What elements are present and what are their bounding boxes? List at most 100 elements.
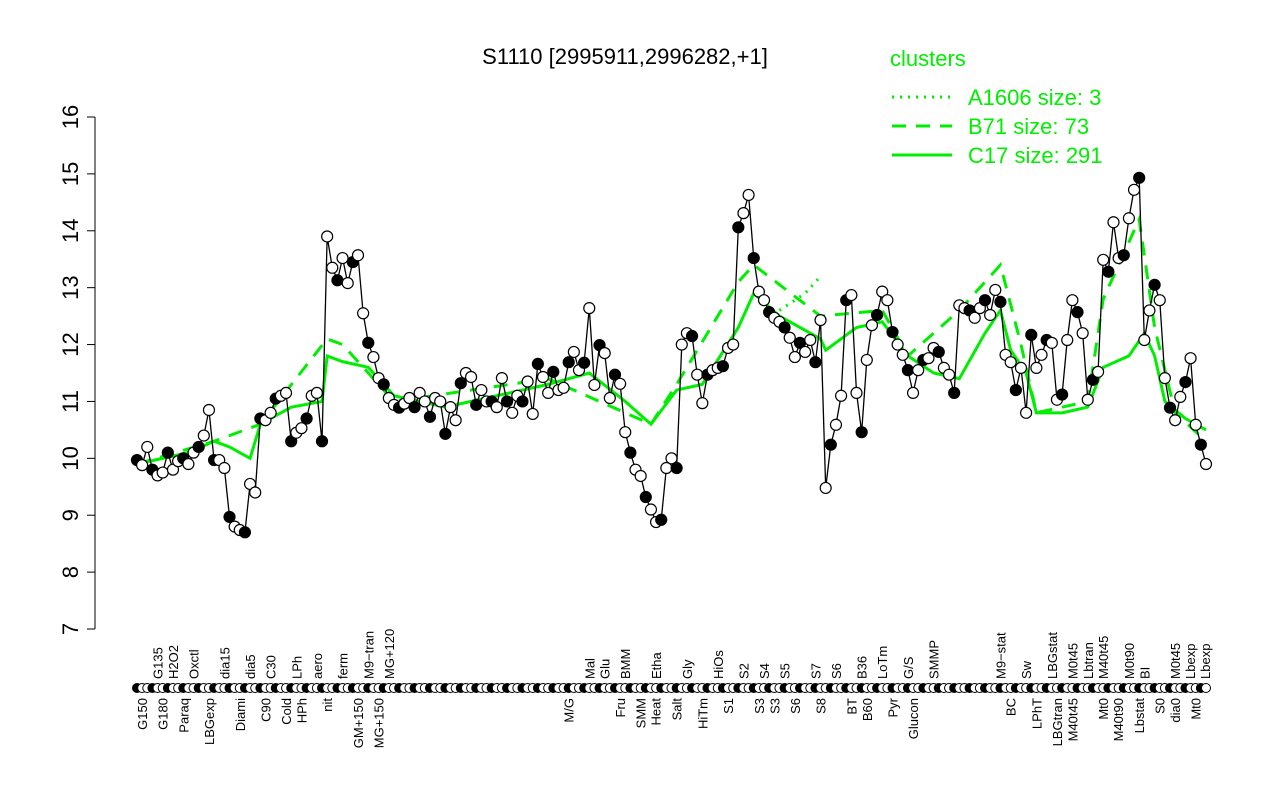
data-point [619, 426, 632, 439]
data-point [495, 372, 508, 385]
x-label-bottom: LBGexp [202, 698, 217, 745]
x-label-top: BI [1137, 667, 1152, 679]
data-point [249, 486, 262, 499]
x-label-bottom: Lbstat [1132, 698, 1147, 734]
data-point [542, 386, 555, 400]
data-point [1138, 333, 1151, 347]
data-point [264, 406, 277, 419]
data-point [886, 325, 899, 339]
data-point [1076, 327, 1089, 340]
x-label-top: M0t90 [1122, 643, 1137, 679]
data-point [691, 368, 704, 381]
data-point [1179, 376, 1192, 389]
x-label-top: dia5 [243, 654, 258, 679]
data-point [583, 302, 596, 315]
data-point [1127, 183, 1141, 196]
data-point [1014, 361, 1028, 374]
data-point [1163, 401, 1177, 414]
x-label-bottom: G180 [156, 698, 171, 730]
data-point [855, 426, 868, 439]
data-point [454, 377, 467, 390]
x-label-top: ferm [336, 653, 351, 679]
data-point [978, 294, 992, 307]
x-label-top: M9−stat [993, 632, 1008, 679]
x-label-bottom: HiTm [695, 698, 710, 729]
data-point [1091, 365, 1105, 378]
data-point [737, 207, 750, 220]
data-point [1194, 438, 1207, 451]
data-point [326, 261, 339, 274]
y-tick-label: 7 [58, 623, 83, 635]
data-point [860, 353, 873, 367]
data-point [906, 386, 920, 400]
x-label-bottom: S0 [1153, 698, 1168, 714]
x-label-top: SMMP [927, 640, 942, 679]
data-point [804, 333, 817, 347]
data-point [757, 294, 771, 307]
x-label-top: HiOs [711, 650, 726, 679]
x-label-bottom: S3 [752, 698, 767, 714]
data-point [506, 406, 519, 419]
y-axis: 7 8 9 10 11 12 13 14 15 16 [58, 105, 96, 635]
data-point [315, 435, 329, 448]
data-point [1061, 333, 1074, 347]
data-point [845, 288, 858, 302]
data-point [536, 370, 550, 384]
y-tick-label: 9 [58, 509, 83, 521]
legend-title: clusters [890, 46, 966, 71]
x-label-bottom: S1 [721, 698, 736, 714]
x-label-bottom: Pyr [885, 697, 900, 717]
x-label-top: LoTm [875, 646, 890, 679]
x-label-bottom: BT [844, 698, 859, 715]
x-label-bottom: BC [1004, 698, 1019, 716]
data-point [192, 440, 205, 454]
data-point [1117, 249, 1130, 262]
data-point [824, 438, 837, 451]
data-point [665, 452, 678, 465]
x-label-top: M9−tran [361, 631, 376, 679]
legend-entry: B71 size: 73 [968, 114, 1089, 139]
data-point [1174, 390, 1187, 403]
data-point [218, 461, 231, 475]
x-label-top: S7 [808, 663, 823, 679]
x-label-top: M0t45 [1065, 643, 1080, 679]
data-point [1020, 406, 1033, 419]
data-point [444, 401, 457, 414]
data-point [1148, 278, 1161, 291]
x-label-bottom: C90 [258, 698, 273, 722]
data-point [161, 446, 174, 459]
y-tick-label: 8 [58, 566, 83, 578]
data-point [403, 391, 416, 405]
data-point [655, 513, 668, 526]
data-point [829, 418, 843, 431]
data-point [742, 188, 755, 202]
data-point [279, 386, 293, 400]
data-series [130, 171, 1213, 693]
data-point [362, 336, 375, 349]
data-point [1025, 328, 1038, 341]
x-label-top: S4 [757, 663, 772, 679]
x-label-bottom: S8 [814, 698, 829, 714]
data-point [1071, 306, 1084, 319]
data-point [598, 346, 611, 360]
x-label-bottom: MG+150 [372, 698, 387, 748]
data-point [341, 277, 354, 290]
x-axis-labels: G135 H2O2 Oxctl dia15 dia5 C30 LPh aero ferm M9−t… [135, 629, 1213, 748]
data-point [989, 283, 1002, 297]
x-label-top: S6 [829, 663, 844, 679]
data-point [434, 395, 447, 408]
x-label-bottom: nit [320, 698, 335, 712]
x-label-bottom: B60 [860, 698, 875, 721]
data-point [814, 313, 827, 327]
data-point [799, 345, 812, 359]
x-label-top: MG+120 [382, 629, 397, 679]
data-point [644, 503, 658, 516]
x-label-top: Gly [680, 659, 695, 679]
data-point [470, 398, 483, 411]
chart-title: S1110 [2995911,2996282,+1] [482, 44, 768, 69]
data-point [1107, 216, 1120, 229]
x-label-top: B36 [855, 656, 870, 679]
data-point [367, 350, 380, 364]
data-point [449, 414, 462, 427]
